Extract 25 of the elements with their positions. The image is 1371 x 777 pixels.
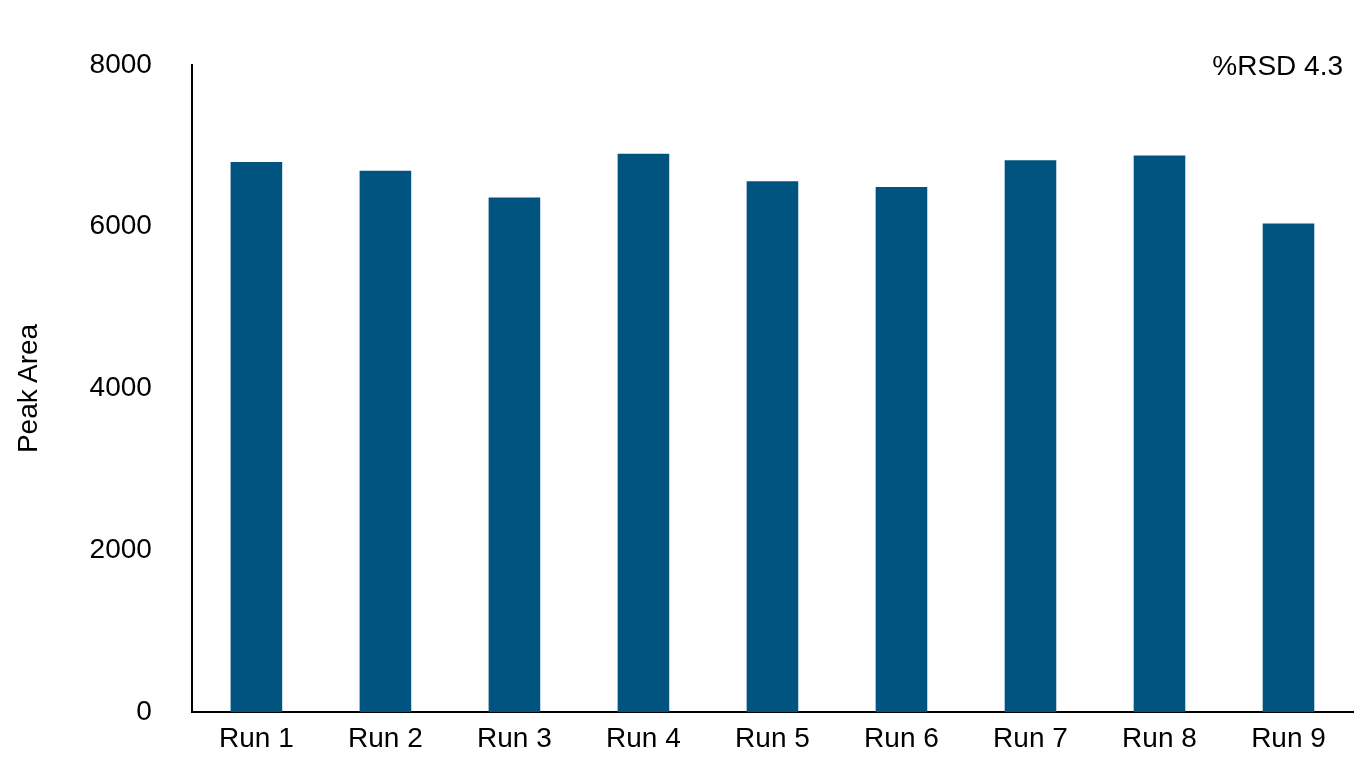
- bar: [230, 161, 283, 713]
- y-tick-label: 2000: [89, 533, 152, 565]
- bar: [1133, 155, 1186, 713]
- annotation: %RSD 4.3: [1212, 49, 1343, 81]
- x-tick-label: Run 9: [1251, 721, 1326, 753]
- bar: [875, 187, 928, 713]
- bar: [488, 197, 541, 713]
- x-tick-label: Run 5: [735, 721, 810, 753]
- x-tick-label: Run 3: [477, 721, 552, 753]
- x-tick-label: Run 7: [993, 721, 1068, 753]
- bar: [1004, 160, 1057, 713]
- bar: [1262, 223, 1315, 713]
- y-axis-title: Peak Area: [11, 323, 43, 454]
- bar: [746, 181, 799, 713]
- y-tick-label: 0: [136, 694, 152, 726]
- y-tick-label: 8000: [89, 47, 152, 79]
- x-tick-label: Run 8: [1122, 721, 1197, 753]
- bar: [359, 170, 412, 713]
- x-tick-label: Run 2: [348, 721, 423, 753]
- x-tick-label: Run 6: [864, 721, 939, 753]
- x-tick-label: Run 1: [219, 721, 294, 753]
- bar: [617, 153, 670, 713]
- x-tick-label: Run 4: [606, 721, 681, 753]
- y-tick-label: 6000: [89, 209, 152, 241]
- y-tick-label: 4000: [89, 371, 152, 403]
